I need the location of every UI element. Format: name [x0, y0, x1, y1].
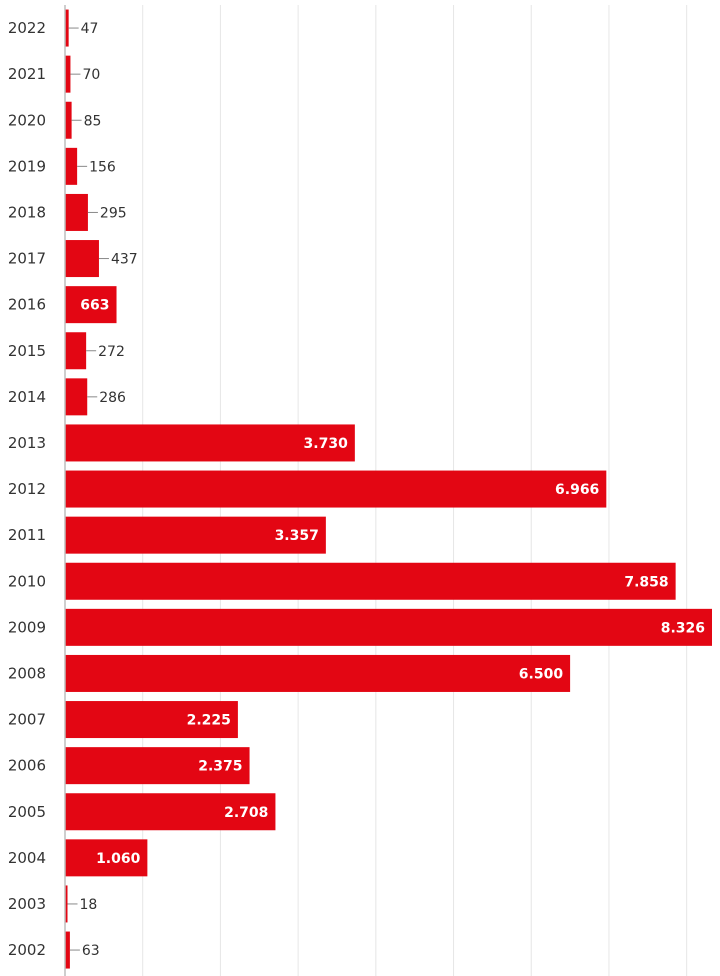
bar-2007	[65, 701, 238, 739]
year-label-2008: 2008	[8, 664, 46, 682]
bar-2017	[65, 240, 99, 278]
bar-2005	[65, 793, 276, 831]
year-label-2020: 2020	[8, 111, 46, 129]
year-label-2014: 2014	[8, 388, 46, 406]
bar-2018	[65, 193, 88, 231]
year-label-2017: 2017	[8, 250, 46, 268]
value-label-2016: 663	[80, 298, 109, 314]
bar-2022	[65, 9, 69, 47]
value-label-2004: 1.060	[96, 851, 141, 867]
year-label-2010: 2010	[8, 572, 46, 590]
bar-2011	[65, 516, 326, 554]
value-label-2010: 7.858	[624, 574, 668, 590]
bar-2016	[65, 286, 117, 324]
value-label-2015: 272	[98, 344, 125, 360]
bar-2021	[65, 55, 71, 93]
value-label-2018: 295	[100, 205, 127, 221]
value-label-2007: 2.225	[187, 713, 231, 729]
bar-2008	[65, 654, 571, 692]
bar-2009	[65, 608, 712, 646]
year-label-2002: 2002	[8, 941, 46, 959]
value-label-2014: 286	[99, 390, 126, 406]
value-label-2021: 70	[82, 67, 100, 83]
year-label-2003: 2003	[8, 895, 46, 913]
value-label-2005: 2.708	[224, 805, 268, 821]
year-label-2011: 2011	[8, 526, 46, 544]
bar-2006	[65, 747, 250, 785]
value-label-2008: 6.500	[519, 666, 564, 682]
year-label-2022: 2022	[8, 19, 46, 37]
bar-2004	[65, 839, 148, 877]
year-label-2019: 2019	[8, 157, 46, 175]
year-label-2007: 2007	[8, 711, 46, 729]
value-label-2013: 3.730	[304, 436, 349, 452]
year-label-2009: 2009	[8, 618, 46, 636]
value-label-2012: 6.966	[555, 482, 599, 498]
bar-2003	[65, 885, 68, 923]
bars	[65, 9, 712, 969]
value-label-2009: 8.326	[661, 620, 705, 636]
year-label-2006: 2006	[8, 757, 46, 775]
year-label-2004: 2004	[8, 849, 46, 867]
value-label-2022: 47	[81, 21, 99, 37]
year-label-2005: 2005	[8, 803, 46, 821]
year-label-2018: 2018	[8, 203, 46, 221]
bar-2015	[65, 332, 87, 370]
value-label-2006: 2.375	[198, 759, 242, 775]
value-label-2020: 85	[84, 113, 102, 129]
bar-2002	[65, 931, 70, 969]
bar-2013	[65, 424, 355, 462]
bar-2012	[65, 470, 607, 508]
value-label-2003: 18	[80, 897, 98, 913]
bar-2020	[65, 101, 72, 139]
labels: 2022 47 2021 70 2020 85 2019 156 2018 295 2017 437 2…	[8, 19, 705, 959]
value-label-2002: 63	[82, 943, 100, 959]
bar-2019	[65, 147, 78, 185]
year-label-2015: 2015	[8, 342, 46, 360]
value-label-2019: 156	[89, 159, 116, 175]
year-label-2021: 2021	[8, 65, 46, 83]
value-label-2017: 437	[111, 252, 138, 268]
bar-2010	[65, 562, 676, 600]
bar-2014	[65, 378, 88, 416]
value-label-2011: 3.357	[275, 528, 319, 544]
year-label-2012: 2012	[8, 480, 46, 498]
year-label-2016: 2016	[8, 296, 46, 314]
year-label-2013: 2013	[8, 434, 46, 452]
